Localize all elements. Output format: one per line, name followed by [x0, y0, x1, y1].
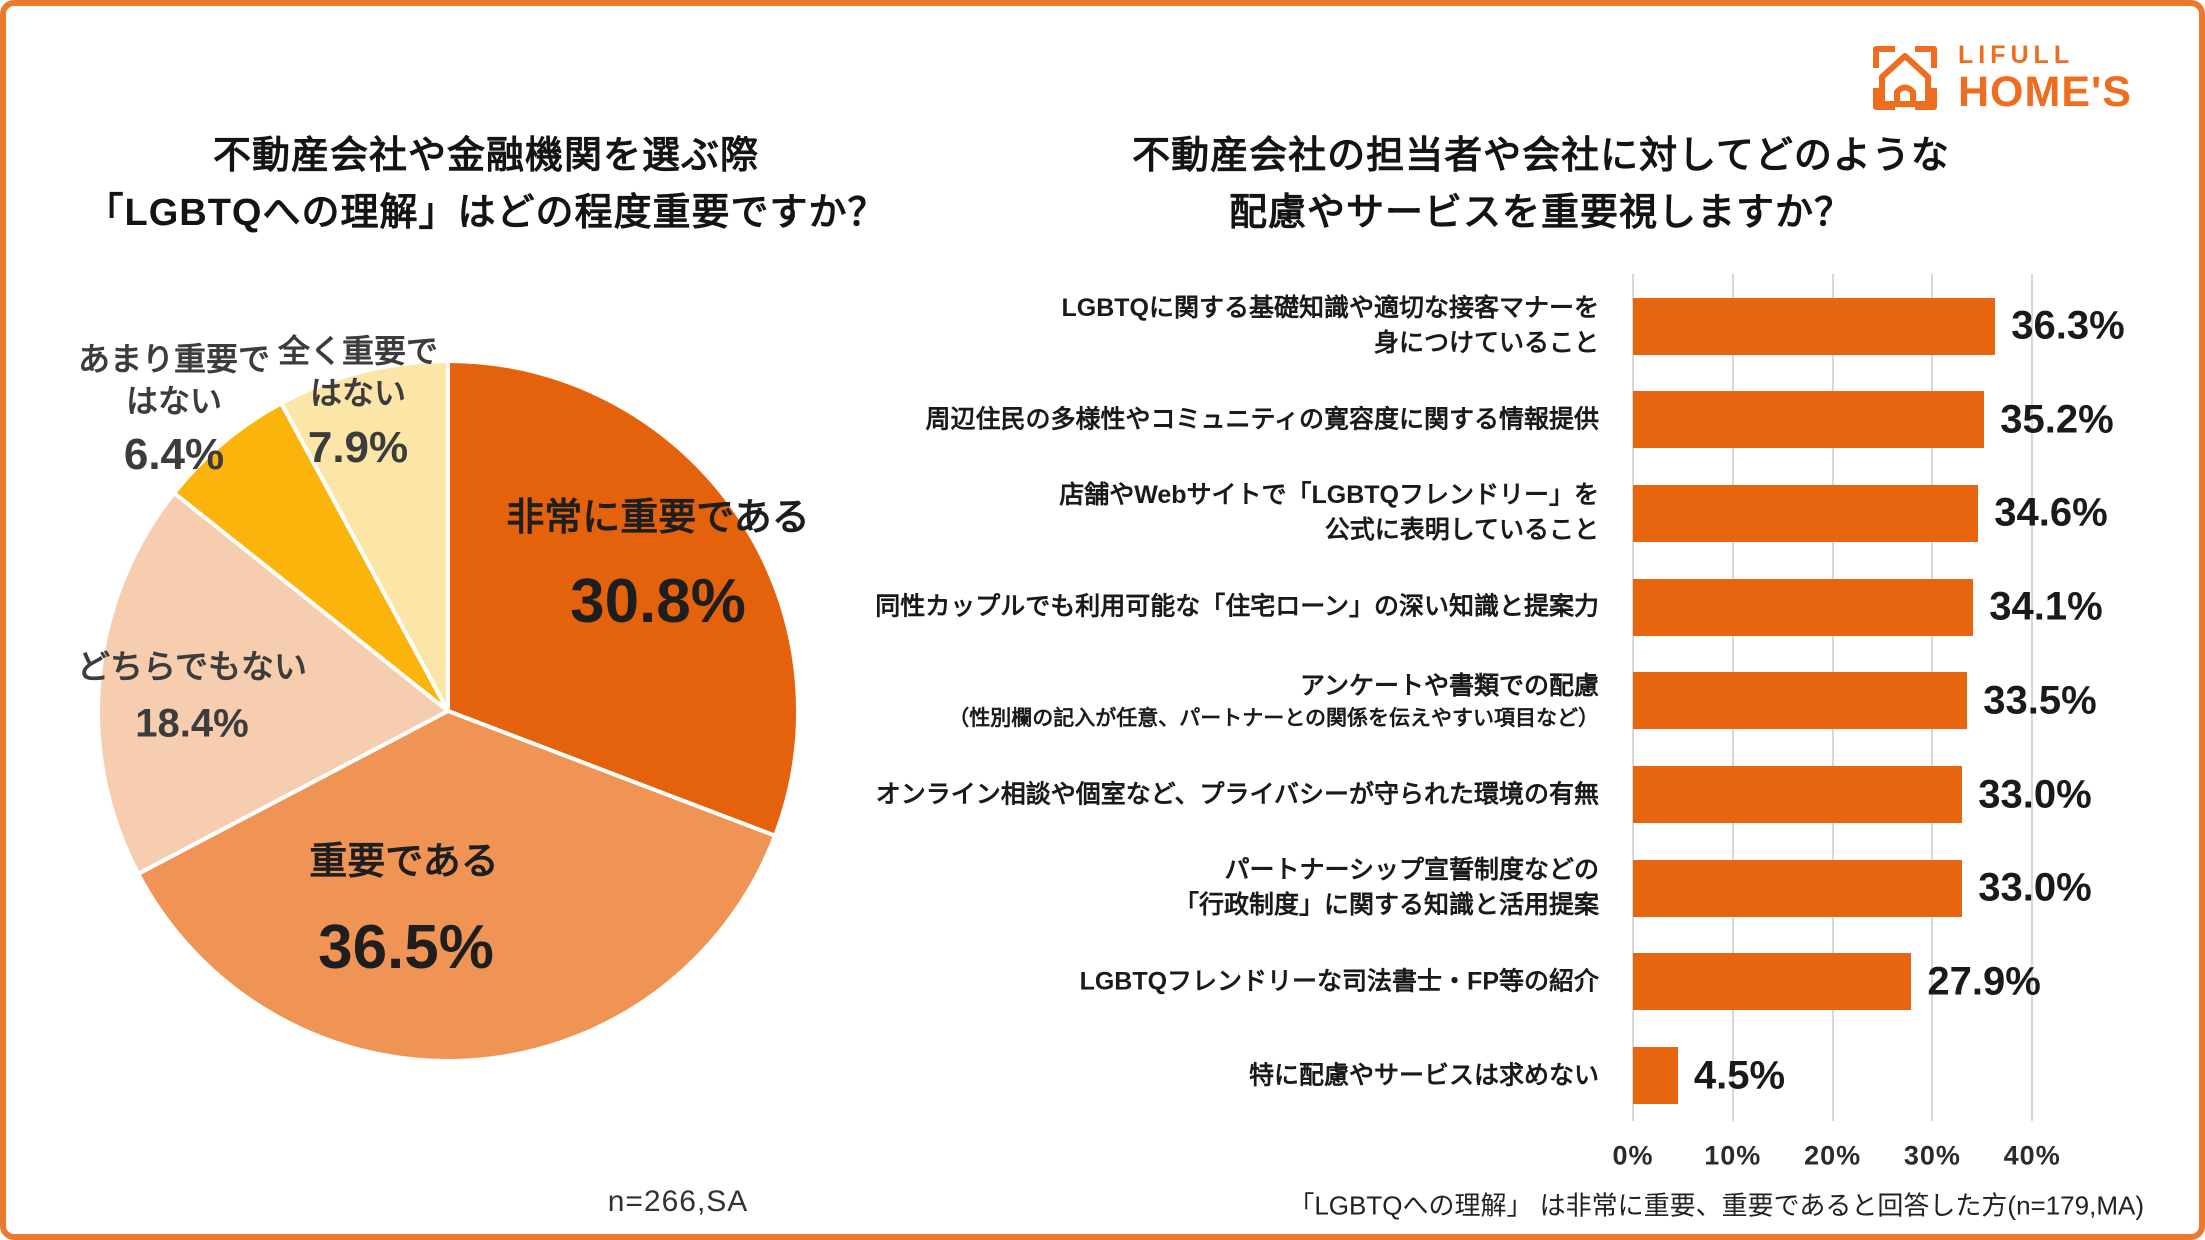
bar-value: 33.0% [1978, 772, 2092, 816]
pie-chart [96, 359, 800, 1063]
bar-value: 33.5% [1983, 678, 2097, 723]
pie-slice-2 [96, 491, 450, 876]
pie-slice-label-very-important: 非常に重要である [506, 496, 810, 539]
x-tick-label: 0% [1612, 1140, 1654, 1171]
bar-label: オンライン相談や個室など、プライバシーが守られた環境の有無 [875, 780, 1599, 808]
bar-label: 同性カップルでも利用可能な「住宅ローン」の深い知識と提案力 [875, 592, 1599, 621]
bar [1633, 578, 1974, 636]
pie-slice-label-neutral: どちらでもない [76, 648, 308, 686]
pie-slice-4 [279, 359, 450, 713]
pie-chart-footnote: n=266,SA [607, 1185, 749, 1218]
pie-slice-value-important: 36.5% [318, 913, 494, 983]
bar-value: 34.6% [1994, 490, 2108, 535]
pie-slice-3 [172, 401, 450, 713]
bar [1633, 1047, 1678, 1105]
pie-slice-value-neutral: 18.4% [135, 701, 249, 746]
pie-slice-0 [446, 359, 800, 838]
pie-slice-value-not-very-important: 6.4% [123, 429, 225, 479]
lifull-homes-logo: LIFULL HOME'S [1872, 41, 2132, 116]
pie-slice-label-not-very-important: あまり重要で はない [77, 340, 271, 419]
bar-value: 27.9% [1927, 959, 2041, 1004]
bar-label: LGBTQに関する基礎知識や適切な接客マナーを 身につけていること [1061, 294, 1600, 357]
bar-label: 特に配慮やサービスは求めない [1248, 1061, 1599, 1090]
bar-chart-footnote: 「LGBTQへの理解」 は非常に重要、重要であると回答した方(n=179,MA) [1288, 1190, 2144, 1221]
bar-value: 34.1% [1989, 584, 2103, 629]
bar [1633, 766, 1963, 823]
pie-slice-1 [136, 709, 778, 1063]
bar-label: LGBTQフレンドリーな司法書士・FP等の紹介 [1079, 967, 1599, 996]
bar-value: 33.0% [1978, 865, 2092, 910]
bar [1633, 672, 1968, 730]
bar [1633, 484, 1979, 542]
pie-slice-value-very-important: 30.8% [570, 567, 746, 637]
x-tick-label: 30% [1903, 1140, 1961, 1171]
gridline [2031, 274, 2034, 1121]
pie-slice-label-not-important-at-all: 全く重要で はない [277, 332, 439, 411]
pie-chart-title: 不動産会社や金融機関を選ぶ際 「LGBTQへの理解」はどの程度重要ですか？ [85, 135, 887, 234]
bar-label: パートナーシップ宣誓制度などの 「行政制度」に関する知識と活用提案 [1173, 856, 1599, 920]
bar-value: 4.5% [1693, 1053, 1786, 1098]
pie-slice-value-not-important-at-all: 7.9% [307, 422, 409, 472]
pie-slice-label-important: 重要である [309, 840, 499, 883]
bar-value: 35.2% [2000, 397, 2114, 442]
bar [1633, 297, 1996, 355]
bar [1633, 859, 1963, 917]
bar-value: 36.3% [2011, 303, 2125, 348]
house-viewfinder-icon [1873, 46, 1937, 111]
bar-label: 周辺住民の多様性やコミュニティの寛容度に関する情報提供 [925, 405, 1599, 434]
logo-brand-line2: HOME'S [1958, 67, 2132, 116]
x-tick-label: 40% [2003, 1140, 2061, 1171]
x-tick-label: 10% [1704, 1140, 1762, 1171]
bar [1633, 953, 1912, 1011]
bar-chart-title: 不動産会社の担当者や会社に対してどのような 配慮やサービスを重要視しますか？ [1132, 135, 1950, 234]
logo-brand-line1: LIFULL [1958, 41, 2075, 69]
x-tick-label: 20% [1804, 1140, 1862, 1171]
bar [1633, 391, 1985, 449]
bar-label: アンケートや書類での配慮 （性別欄の記入が任意、パートナーとの関係を伝えやすい項目… [948, 671, 1599, 730]
bar-label: 店舗やWebサイトで「LGBTQフレンドリー」を 公式に表明していること [1059, 481, 1599, 545]
